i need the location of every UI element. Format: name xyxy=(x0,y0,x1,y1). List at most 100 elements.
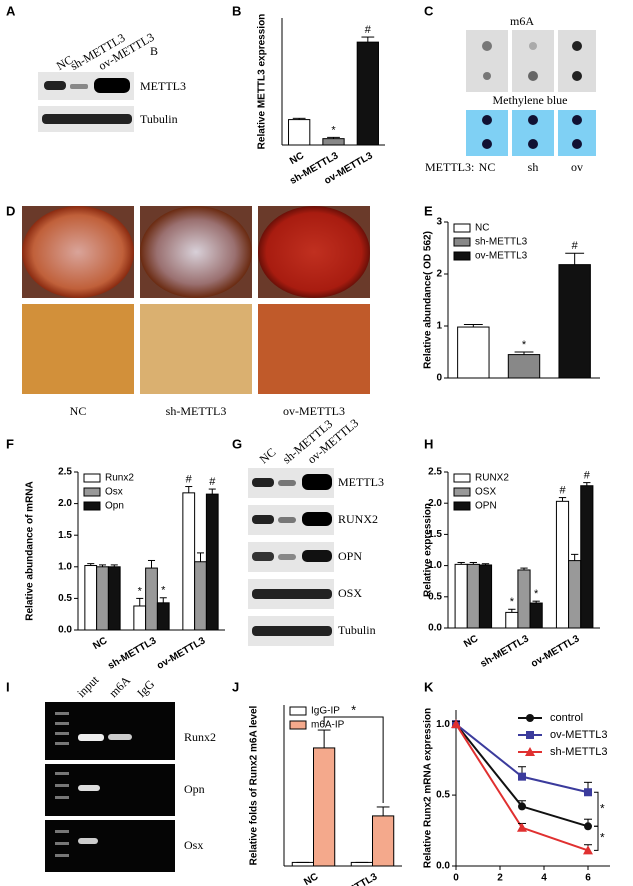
y-tick-label: 1.0 xyxy=(428,560,442,571)
panel-letter: G xyxy=(232,436,242,451)
panel-letter: I xyxy=(6,679,10,694)
legend-label: sh-METTL3 xyxy=(550,746,607,758)
bar xyxy=(457,326,490,379)
bar xyxy=(580,485,594,629)
band xyxy=(42,114,132,124)
gel xyxy=(45,702,175,872)
point xyxy=(518,772,526,781)
legend-label: sh-METTL3 xyxy=(475,237,528,248)
legend-swatch xyxy=(453,237,471,247)
bar xyxy=(288,119,311,146)
y-tick-label: 3 xyxy=(436,217,442,228)
lane-label: ov-METTL3 xyxy=(283,404,345,418)
y-tick-label: 2 xyxy=(436,269,442,280)
row-label: Tubulin xyxy=(140,112,178,126)
legend-label: NC xyxy=(475,223,489,234)
x-tick-label: ov-METTL3 xyxy=(529,633,582,670)
y-tick-label: 1.0 xyxy=(58,561,72,572)
legend-swatch xyxy=(289,720,307,730)
legend-label: ov-METTL3 xyxy=(550,729,607,741)
point xyxy=(584,822,592,831)
significance-marker: * xyxy=(138,585,143,597)
y-axis-label: Relative abundance( OD 562) xyxy=(423,231,434,369)
bar xyxy=(133,605,147,631)
blot-title: m6A xyxy=(510,14,534,28)
bar xyxy=(205,493,219,631)
x-tick-label: ov-METTL3 xyxy=(155,635,208,672)
panel-letter: F xyxy=(6,436,14,451)
y-tick-label: 0.0 xyxy=(58,625,72,636)
y-tick-label: 0.5 xyxy=(58,593,72,604)
x-tick-label: NC xyxy=(302,871,320,886)
y-tick-label: 0.0 xyxy=(428,623,442,634)
legend-swatch xyxy=(453,473,471,483)
legend-swatch xyxy=(453,223,471,233)
stain-images xyxy=(22,206,370,394)
legend-label: m6A-IP xyxy=(311,720,345,731)
point xyxy=(517,822,527,832)
lane-label: NC xyxy=(257,445,279,466)
band xyxy=(94,78,130,93)
legend-swatch xyxy=(453,487,471,497)
point xyxy=(451,719,461,729)
point xyxy=(518,802,526,811)
x-tick-label: NC xyxy=(91,635,109,652)
lane-label: ov xyxy=(571,160,583,174)
bar xyxy=(507,354,541,379)
bar xyxy=(313,747,336,867)
y-tick-label: 0.0 xyxy=(436,861,450,872)
significance-marker: # xyxy=(572,240,579,252)
bar xyxy=(372,815,395,867)
significance-marker: * xyxy=(161,585,166,597)
lane-label: sh xyxy=(528,160,539,174)
panel-letter: A xyxy=(6,3,16,18)
annotation: * xyxy=(600,801,605,815)
x-tick-label: sh-METTL3 xyxy=(106,635,159,672)
legend-label: OPN xyxy=(475,501,497,512)
lane-label: IgG xyxy=(134,677,157,700)
panel-letter: D xyxy=(6,203,15,218)
legend-swatch xyxy=(289,706,307,716)
significance-marker: # xyxy=(365,24,372,36)
x-tick-label: 2 xyxy=(497,873,503,884)
x-tick-label: sh-METTL3 xyxy=(327,871,380,886)
bar xyxy=(194,561,207,631)
legend-swatch xyxy=(83,487,101,497)
bar xyxy=(182,492,196,631)
blot xyxy=(248,468,334,646)
legend-swatch xyxy=(83,501,101,511)
x-tick-label: 0 xyxy=(453,873,459,884)
panel-letter: C xyxy=(424,3,434,18)
bar xyxy=(505,611,519,629)
blot-title: Methylene blue xyxy=(493,93,568,107)
panel-letter: E xyxy=(424,203,433,218)
x-tick-label: 6 xyxy=(585,873,591,884)
legend-swatch xyxy=(453,501,471,511)
legend-label: IgG-IP xyxy=(311,706,340,717)
annotation: * xyxy=(351,702,356,717)
point xyxy=(526,714,534,722)
bar xyxy=(478,564,493,629)
row-label: RUNX2 xyxy=(338,512,378,526)
row-label: METTL3 xyxy=(338,475,384,489)
row-label: Opn xyxy=(184,782,205,796)
significance-marker: # xyxy=(584,470,591,482)
y-tick-label: 1.5 xyxy=(428,529,442,540)
y-axis-label: Relative METTL3 expression xyxy=(257,14,268,150)
y-tick-label: 1.0 xyxy=(436,719,450,730)
bar xyxy=(84,565,98,631)
legend-label: control xyxy=(550,712,583,724)
x-tick-label: sh-METTL3 xyxy=(479,633,532,670)
bar xyxy=(107,566,121,631)
row-label: Runx2 xyxy=(184,730,216,744)
y-tick-label: 0.5 xyxy=(428,591,442,602)
bar xyxy=(568,560,582,629)
y-tick-label: 1.5 xyxy=(58,530,72,541)
bar xyxy=(466,563,480,629)
x-tick-label: 4 xyxy=(541,873,547,884)
y-axis-label: Relative Runx2 mRNA expression xyxy=(423,708,434,868)
y-axis-label: Relative folds of Runx2 m6A level xyxy=(249,705,260,865)
bar xyxy=(529,602,543,629)
lane-label: sh-METTL3 xyxy=(166,404,227,418)
y-tick-label: 1 xyxy=(436,321,442,332)
